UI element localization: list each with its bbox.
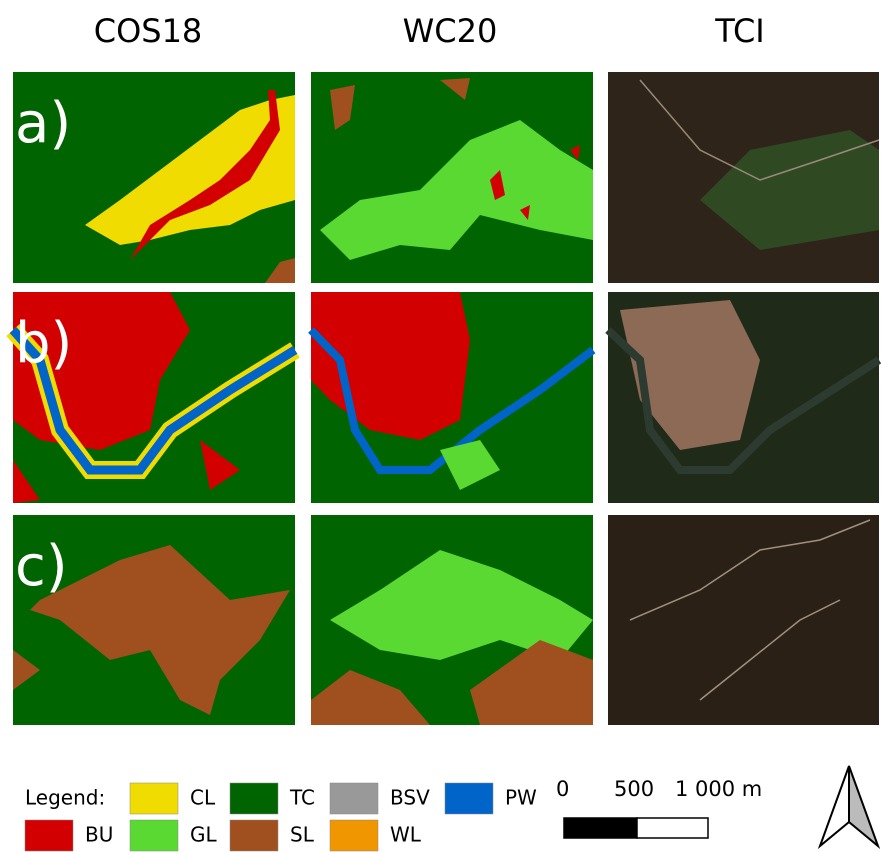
row-label: c) <box>15 534 68 599</box>
legend-label: GL <box>190 823 217 847</box>
map-panel <box>311 292 593 503</box>
map-panel <box>311 72 593 283</box>
image-panel <box>608 515 879 725</box>
legend-swatch <box>130 783 178 814</box>
legend-swatch <box>445 783 493 814</box>
legend-swatch <box>25 820 73 851</box>
legend-title: Legend: <box>25 786 105 810</box>
legend-swatch <box>330 783 378 814</box>
column-header: COS18 <box>94 12 203 50</box>
figure: COS18 WC20 TCI <box>0 0 881 852</box>
legend-swatch <box>230 820 278 851</box>
column-header: WC20 <box>403 12 498 50</box>
row-label: a) <box>15 91 71 156</box>
image-panel <box>608 292 879 503</box>
legend-label: TC <box>289 786 315 810</box>
legend-label: PW <box>505 786 537 810</box>
legend-swatch <box>330 820 378 851</box>
scale-bar <box>637 818 708 838</box>
image-panel <box>608 72 879 283</box>
legend-label: BSV <box>390 786 430 810</box>
row-label: b) <box>15 311 72 376</box>
scale-bar <box>564 818 637 838</box>
legend-label: CL <box>190 786 216 810</box>
legend-label: SL <box>290 823 315 847</box>
legend-label: BU <box>85 823 113 847</box>
legend-label: WL <box>390 823 422 847</box>
scale-label: 1 000 m <box>675 777 762 801</box>
scale-label: 0 <box>556 777 569 801</box>
north-arrow <box>820 766 878 846</box>
column-header: TCI <box>714 12 764 50</box>
scale-label: 500 <box>614 777 654 801</box>
map-panel <box>311 515 593 725</box>
legend-swatch <box>130 820 178 851</box>
legend-swatch <box>230 783 278 814</box>
